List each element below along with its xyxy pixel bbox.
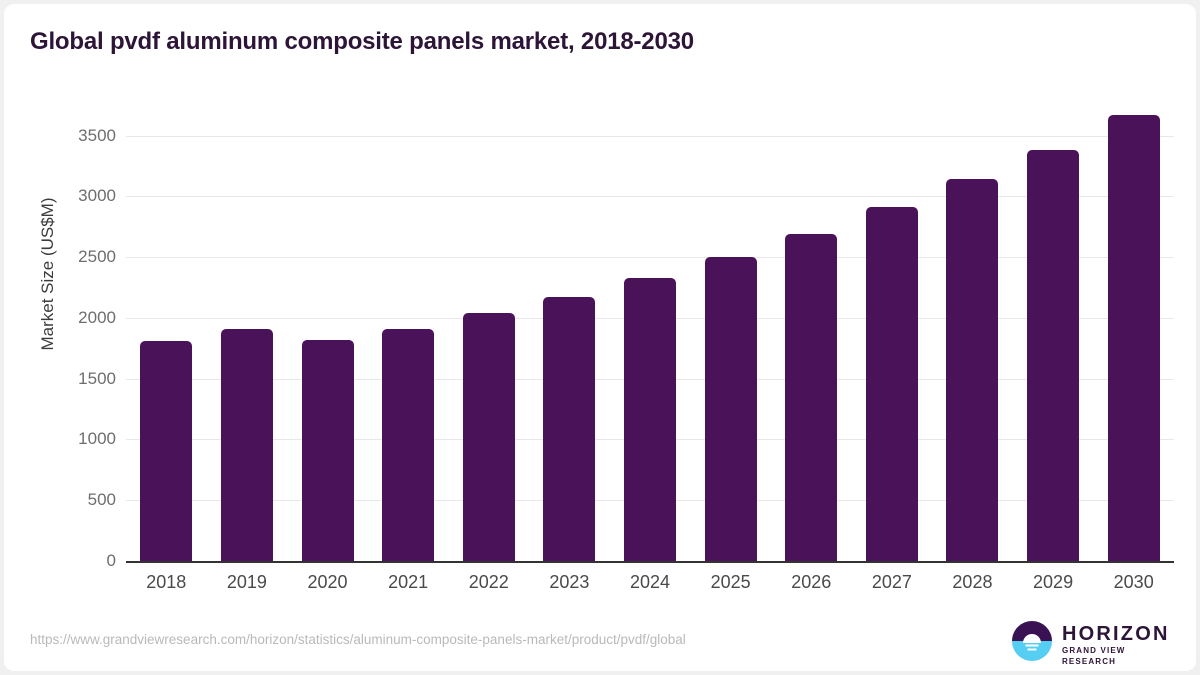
x-axis-tick-label: 2018	[146, 572, 187, 592]
y-axis-tick-label: 500	[87, 490, 116, 510]
source-url[interactable]: https://www.grandviewresearch.com/horizo…	[30, 632, 686, 647]
gridline	[126, 196, 1174, 198]
x-axis-tick-label: 2029	[1033, 572, 1074, 592]
logo-subtitle: GRAND VIEW RESEARCH	[1062, 646, 1126, 666]
bar[interactable]	[382, 328, 435, 561]
gridline	[126, 257, 1174, 259]
x-axis-tick-label: 2020	[307, 572, 348, 592]
bar[interactable]	[140, 341, 193, 561]
y-axis-tick-label: 2500	[78, 247, 116, 267]
chart-plot-area: Market Size (US$M) 0 500 1000 1500 2000 2500 3…	[4, 4, 1196, 671]
gridline	[126, 135, 1174, 137]
bar[interactable]	[543, 297, 596, 561]
x-axis-tick-label: 2021	[388, 572, 429, 592]
bar[interactable]	[220, 328, 273, 561]
x-axis-tick-label: 2025	[710, 572, 751, 592]
y-axis-tick-label: 1500	[78, 368, 116, 388]
x-axis-tick-label: 2023	[549, 572, 590, 592]
bar[interactable]	[1027, 149, 1080, 561]
x-axis-tick-label: 2027	[871, 572, 912, 592]
x-axis-line	[126, 561, 1174, 563]
chart-card: Global pvdf aluminum composite panels ma…	[4, 4, 1196, 671]
bar[interactable]	[704, 257, 757, 561]
x-axis-tick-label: 2022	[468, 572, 509, 592]
bar[interactable]	[946, 179, 999, 561]
logo-text-block: HORIZON GRAND VIEW RESEARCH	[1062, 624, 1178, 667]
y-axis-tick-label: 2000	[78, 307, 116, 327]
bar[interactable]	[624, 277, 676, 561]
bar[interactable]	[301, 340, 354, 561]
logo-wordmark: HORIZON	[1062, 623, 1170, 645]
x-axis-tick-label: 2024	[629, 572, 671, 592]
sunset-circle-icon	[1012, 621, 1052, 661]
y-axis-tick-label: 1000	[78, 429, 116, 449]
bar[interactable]	[1107, 115, 1160, 561]
bar[interactable]	[865, 207, 918, 561]
x-axis-tick-label: 2026	[791, 572, 832, 592]
bar[interactable]	[462, 313, 515, 561]
x-axis-tick-label: 2028	[952, 572, 993, 592]
bar[interactable]	[785, 234, 838, 561]
y-axis-tick-label: 3000	[78, 186, 116, 206]
horizon-logo[interactable]: HORIZON GRAND VIEW RESEARCH	[1012, 620, 1178, 666]
x-axis-tick-label: 2030	[1113, 572, 1154, 592]
page-title: Global pvdf aluminum composite panels ma…	[30, 28, 694, 55]
y-axis-tick-label: 0	[106, 551, 116, 570]
x-axis-tick-label: 2019	[226, 572, 267, 592]
y-axis-tick-label: 3500	[78, 125, 116, 145]
